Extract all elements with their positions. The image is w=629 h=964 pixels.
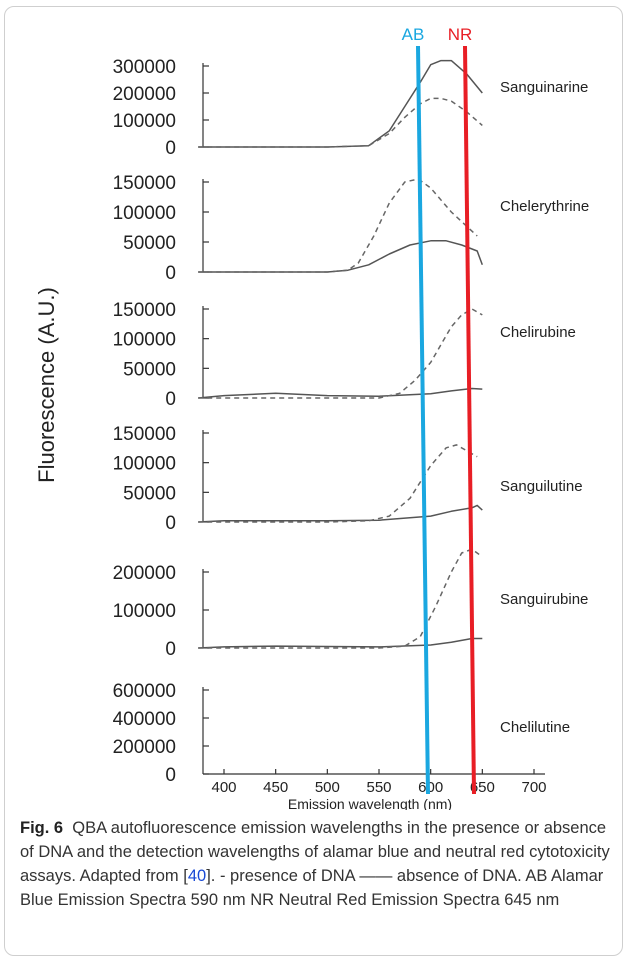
panel-name-label: Sanguinarine <box>500 79 588 96</box>
y-tick-label: 0 <box>165 138 176 159</box>
panel-name-label: Chelerythrine <box>500 198 589 215</box>
marker-label-nr: NR <box>448 25 473 44</box>
y-tick-label: 200000 <box>113 563 176 584</box>
y-tick-label: 100000 <box>113 111 176 132</box>
caption-text-after-ref: ]. - presence of DNA —— absence of DNA. … <box>20 867 604 909</box>
series-line-solid <box>198 387 483 399</box>
y-tick-label: 100000 <box>113 203 176 224</box>
y-tick-label: 50000 <box>123 359 176 380</box>
y-tick-label: 50000 <box>123 233 176 254</box>
x-axis-title: Emission wavelength (nm) <box>288 796 452 810</box>
figure-label: Fig. 6 <box>20 819 64 837</box>
series-line-solid <box>198 504 483 523</box>
marker-label-ab: AB <box>402 25 425 44</box>
x-tick-label: 550 <box>366 779 391 796</box>
marker-line-nr <box>463 45 476 795</box>
y-tick-label: 100000 <box>113 454 176 475</box>
series-line-dashed <box>198 97 483 148</box>
y-axis-title: Fluorescence (A.U.) <box>34 287 59 483</box>
x-tick-label: 600 <box>418 779 443 796</box>
series-line-dashed <box>198 548 483 649</box>
y-tick-label: 0 <box>165 639 176 660</box>
y-tick-label: 0 <box>165 263 176 284</box>
series-line-solid <box>198 240 484 273</box>
caption-text-before-ref: QBA autofluorescence emission wavelength… <box>20 819 610 885</box>
y-tick-label: 0 <box>165 765 176 786</box>
y-tick-label: 100000 <box>113 601 176 622</box>
y-tick-label: 50000 <box>123 483 176 504</box>
series-line-dashed <box>198 178 478 273</box>
marker-line-ab <box>416 45 430 795</box>
y-tick-label: 400000 <box>113 709 176 730</box>
x-tick-label: 700 <box>521 779 546 796</box>
figure-frame <box>4 6 623 956</box>
panel-chelirubine: 0 50000 100000 150000 Chelirubine <box>113 300 576 410</box>
panel-name-label: Sanguirubine <box>500 591 588 608</box>
panel-sanguirubine: 0 100000 200000 Sanguirubine <box>113 548 588 660</box>
y-tick-label: 100000 <box>113 330 176 351</box>
series-line-dashed <box>198 444 478 523</box>
y-tick-label: 150000 <box>113 300 176 321</box>
y-tick-label: 300000 <box>113 57 176 78</box>
series-line-dashed <box>198 308 483 399</box>
panel-chelerythrine: 0 50000 100000 150000 Chelerythrine <box>113 173 590 284</box>
panel-sanguinarine: 0 100000 200000 300000 Sanguinarine <box>113 57 589 159</box>
reference-link[interactable]: 40 <box>187 867 207 885</box>
x-tick-label: 450 <box>263 779 288 796</box>
figure-caption: Fig. 6 QBA autofluorescence emission wav… <box>20 816 615 912</box>
y-tick-label: 600000 <box>113 681 176 702</box>
y-tick-label: 150000 <box>113 424 176 445</box>
y-tick-label: 200000 <box>113 84 176 105</box>
x-tick-label: 500 <box>315 779 340 796</box>
series-line-solid <box>198 59 483 148</box>
panel-sanguilutine: 0 50000 100000 150000 Sanguilutine <box>113 424 583 534</box>
emission-spectra-chart: 0100000200000300000Sanguinarine050000100… <box>34 25 590 810</box>
series-line-solid <box>198 637 483 649</box>
panel-name-label: Chelirubine <box>500 324 576 341</box>
panel-chelilutine: 0 200000 400000 600000 Chelilutine <box>113 681 570 786</box>
x-tick-label: 650 <box>470 779 495 796</box>
y-tick-label: 150000 <box>113 173 176 194</box>
x-tick-label: 400 <box>211 779 236 796</box>
y-tick-label: 200000 <box>113 737 176 758</box>
panel-name-label: Chelilutine <box>500 719 570 736</box>
panel-name-label: Sanguilutine <box>500 478 583 495</box>
y-tick-label: 0 <box>165 389 176 410</box>
y-tick-label: 0 <box>165 513 176 534</box>
